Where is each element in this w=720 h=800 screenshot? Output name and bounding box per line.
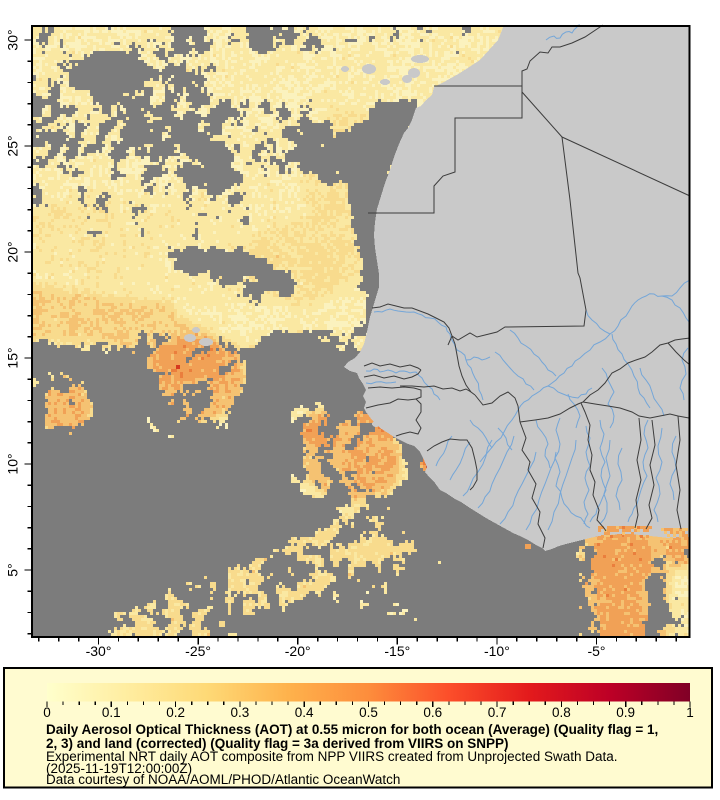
svg-text:0.7: 0.7: [488, 705, 507, 720]
svg-text:0.8: 0.8: [552, 705, 571, 720]
svg-text:(2025-11-19T12:00:00Z): (2025-11-19T12:00:00Z): [46, 761, 192, 776]
svg-text:15°: 15°: [5, 347, 21, 368]
svg-text:25°: 25°: [5, 135, 21, 156]
svg-text:10°: 10°: [5, 453, 21, 474]
svg-text:0.5: 0.5: [359, 705, 378, 720]
svg-text:0.9: 0.9: [616, 705, 635, 720]
svg-text:0.1: 0.1: [102, 705, 121, 720]
svg-text:-5°: -5°: [587, 643, 605, 659]
svg-text:-15°: -15°: [384, 643, 410, 659]
svg-text:-20°: -20°: [285, 643, 311, 659]
svg-text:Data courtesy of NOAA/AOML/PHO: Data courtesy of NOAA/AOML/PHOD/Atlantic…: [46, 772, 400, 787]
svg-text:5°: 5°: [5, 563, 21, 576]
svg-text:0.3: 0.3: [231, 705, 250, 720]
svg-text:Experimental NRT daily AOT com: Experimental NRT daily AOT composite fro…: [46, 749, 618, 764]
svg-text:1: 1: [686, 705, 694, 720]
svg-text:0.2: 0.2: [166, 705, 185, 720]
svg-text:0.4: 0.4: [295, 705, 314, 720]
svg-text:0.6: 0.6: [423, 705, 442, 720]
svg-text:0: 0: [43, 705, 51, 720]
svg-text:Daily Aerosol Optical Thicknes: Daily Aerosol Optical Thickness (AOT) at…: [46, 722, 658, 737]
svg-text:20°: 20°: [5, 241, 21, 262]
svg-text:-25°: -25°: [185, 643, 211, 659]
svg-text:-30°: -30°: [86, 643, 112, 659]
svg-text:-10°: -10°: [484, 643, 510, 659]
svg-text:2, 3) and land (corrected) (Qu: 2, 3) and land (corrected) (Quality flag…: [46, 736, 508, 751]
svg-text:30°: 30°: [5, 29, 21, 50]
